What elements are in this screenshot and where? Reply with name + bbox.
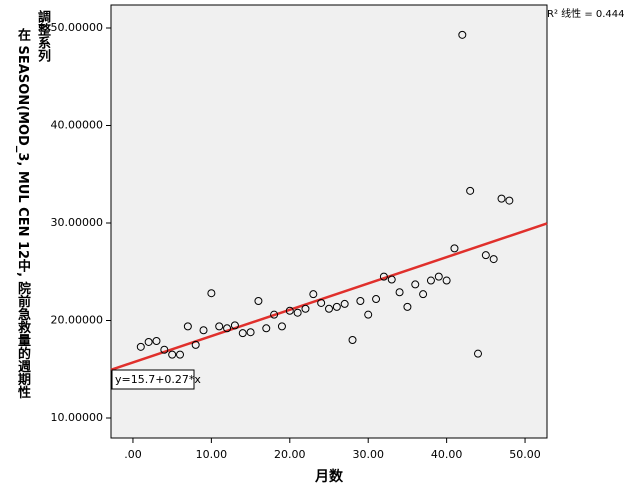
fit-label-box	[111, 369, 195, 390]
point	[168, 350, 177, 359]
point	[246, 328, 255, 337]
point	[199, 326, 208, 335]
point	[230, 321, 239, 330]
y-tick-label: 10.00000	[51, 411, 104, 424]
fit-label: y=15.7+0.27*x	[115, 373, 201, 386]
x-tick-label: 40.00	[431, 448, 463, 461]
r2-label: R² 线性 = 0.444	[547, 7, 625, 20]
point	[293, 308, 302, 317]
point	[254, 297, 263, 306]
point	[285, 306, 294, 315]
point	[497, 194, 506, 203]
point	[325, 304, 333, 313]
point	[458, 30, 467, 39]
x-tick-label: 10.00	[196, 448, 228, 461]
y-tick-label: 50.00000	[51, 21, 104, 34]
point	[395, 288, 404, 297]
point	[301, 304, 310, 313]
point	[317, 298, 326, 307]
x-tick-label: 50.00	[509, 448, 541, 461]
point	[223, 324, 232, 333]
point	[466, 186, 475, 195]
x-tick-label: 20.00	[274, 448, 306, 461]
point	[419, 290, 428, 299]
point	[473, 349, 482, 358]
x-axis-label: 月数	[314, 468, 344, 485]
y-axis-label: 調整系列	[35, 10, 50, 62]
point	[207, 289, 216, 298]
point	[372, 295, 381, 304]
point	[262, 324, 271, 333]
point	[411, 280, 420, 289]
point	[505, 196, 514, 205]
point	[379, 272, 388, 281]
x-tick-label: 30.00	[352, 448, 384, 461]
point	[387, 275, 396, 284]
point	[152, 336, 161, 345]
point	[489, 255, 498, 264]
point	[348, 336, 357, 345]
fit-line	[110, 222, 548, 371]
point	[176, 350, 185, 359]
point	[403, 302, 412, 311]
y-tick-label: 20.00000	[51, 314, 104, 327]
y-axis-label: 在 SEASON(MOD_3, MUL CEN 12中, 院前急救量的週期性	[15, 28, 30, 399]
point	[215, 322, 224, 331]
point	[277, 322, 286, 331]
y-tick-label: 30.00000	[51, 216, 104, 229]
plot-area	[110, 4, 548, 439]
point	[309, 290, 318, 299]
point	[450, 244, 459, 253]
point	[340, 299, 349, 308]
point	[481, 251, 490, 260]
point	[332, 302, 341, 311]
point	[144, 337, 153, 346]
point	[136, 342, 145, 351]
x-tick-label: .00	[124, 448, 142, 461]
point	[270, 310, 279, 319]
point	[442, 276, 451, 285]
point	[160, 345, 169, 354]
point	[364, 310, 373, 319]
point	[356, 297, 365, 306]
point	[426, 276, 435, 285]
point	[434, 272, 443, 281]
point	[238, 329, 247, 338]
point	[191, 340, 200, 349]
y-tick-label: 40.00000	[51, 119, 104, 132]
point	[183, 322, 192, 331]
